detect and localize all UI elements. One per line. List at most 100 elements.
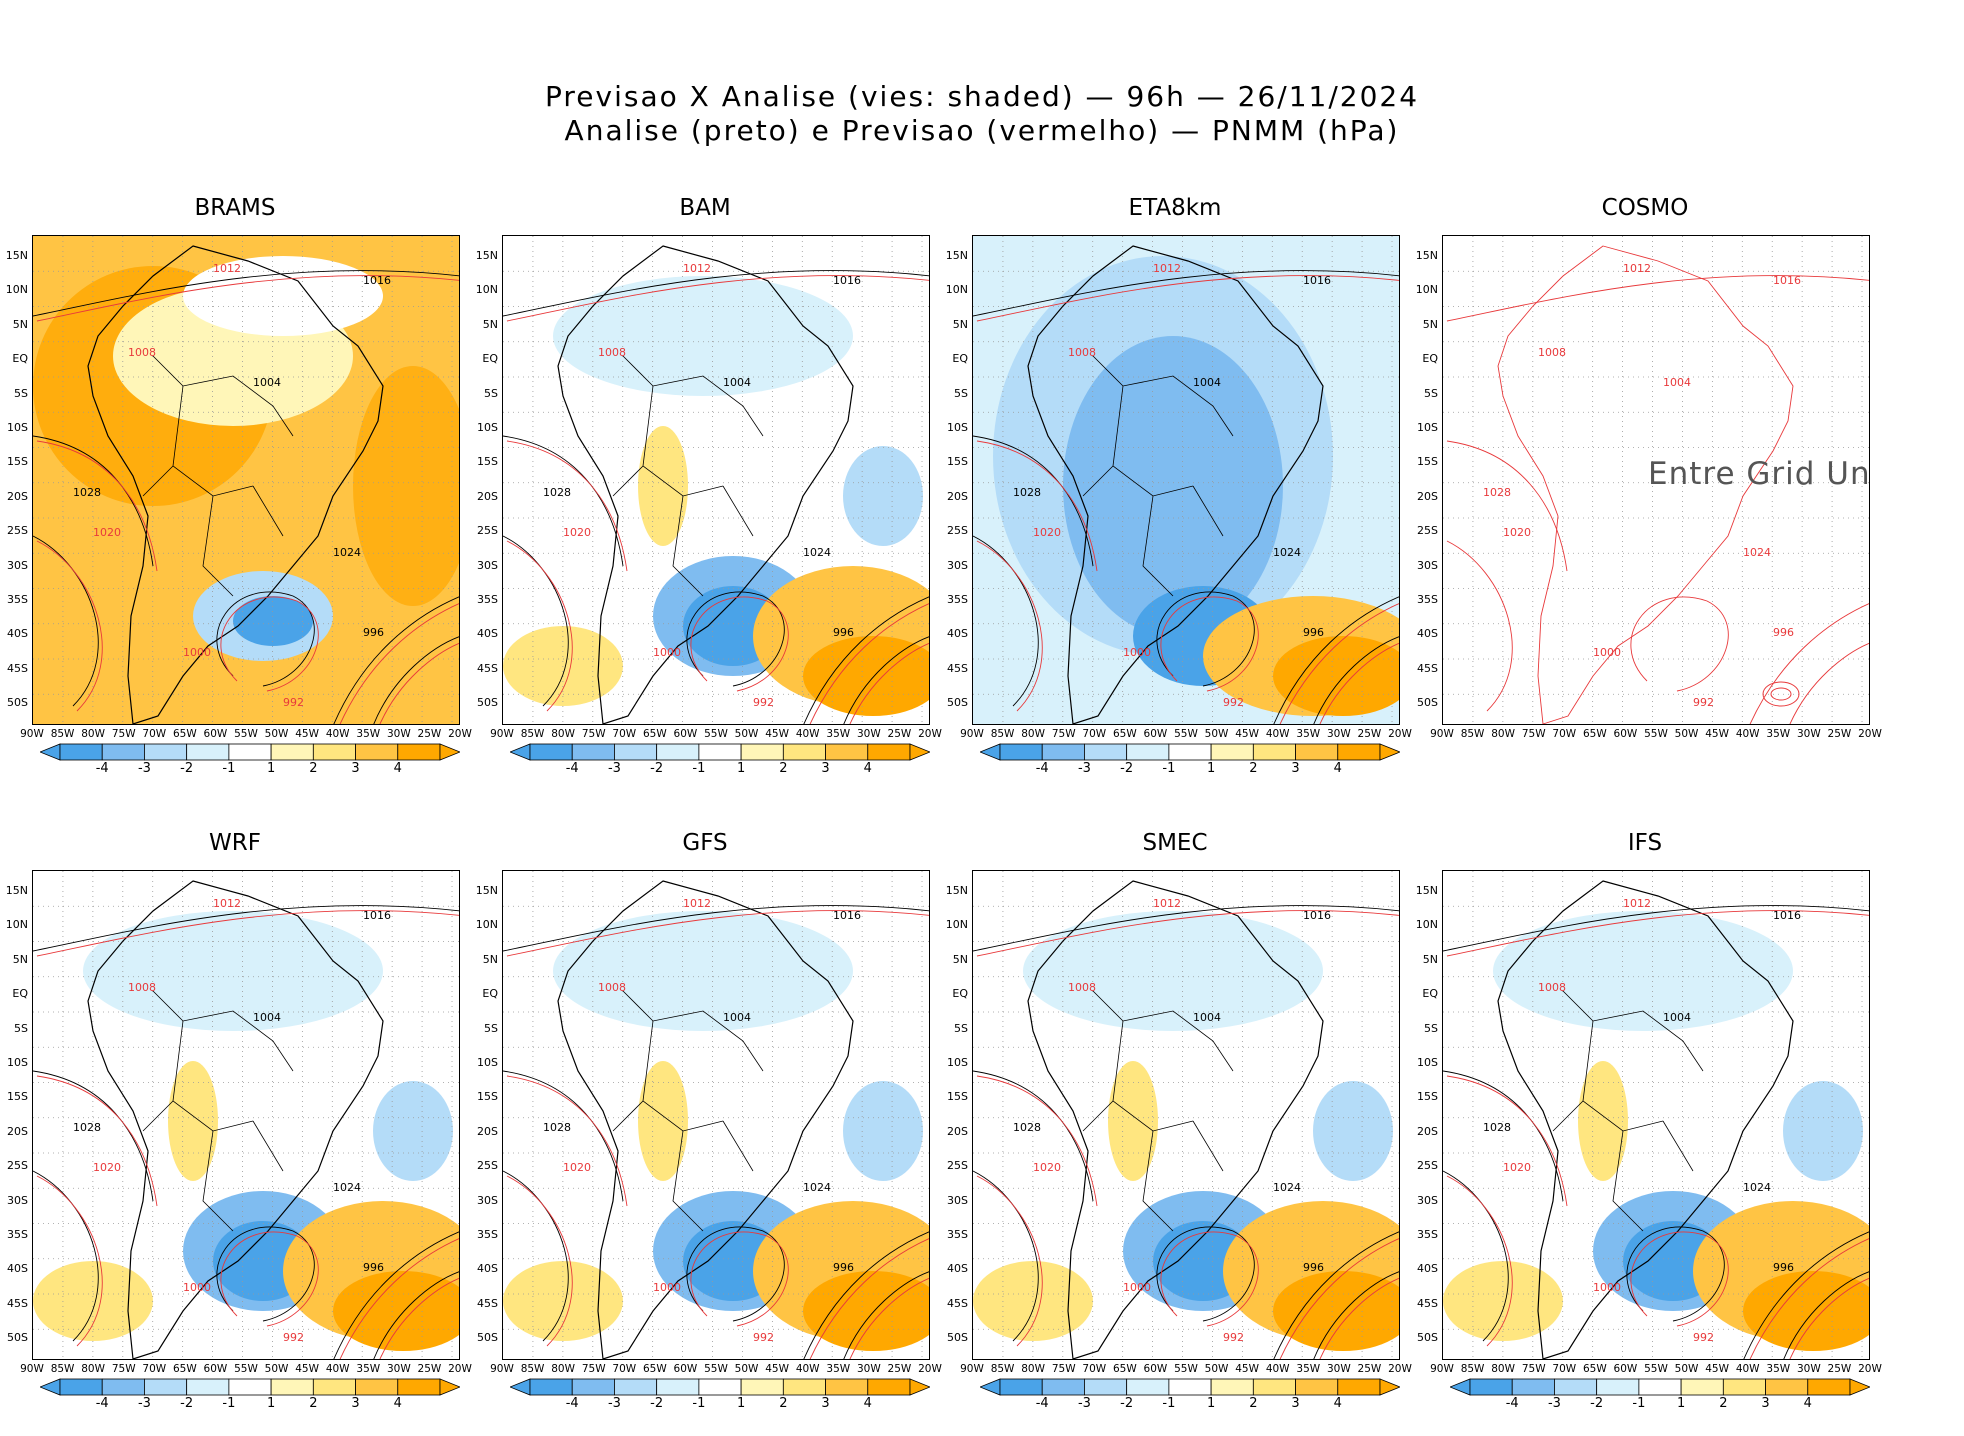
lon-tick-label: 45W	[1705, 1363, 1729, 1375]
pressure-map: 1012 1016 1008 1004 1020 1024 1000 996 992 1028	[503, 871, 929, 1359]
isobar-label: 996	[363, 1261, 384, 1274]
lat-tick-label: 50S	[7, 696, 28, 710]
lat-tick-label: 15S	[477, 455, 498, 469]
isobar-label: 1020	[93, 526, 121, 539]
lon-tick-label: 90W	[490, 1363, 514, 1375]
lon-tick-label: 50W	[734, 728, 759, 740]
colorbar-label: 2	[309, 1396, 318, 1411]
map-frame: 1012 1016 1008 1004 1020 1024 1000 996 992 1028 En…	[1442, 235, 1870, 725]
lon-tick-label: 35W	[1766, 1363, 1791, 1375]
isobar-label: 1012	[683, 262, 711, 275]
colorbar-label: -1	[222, 1396, 236, 1411]
lat-tick-label: 40S	[477, 1262, 498, 1276]
colorbar-swatch	[614, 743, 658, 761]
isobar-label: 1008	[1538, 981, 1566, 994]
lon-tick-label: 20W	[448, 728, 472, 740]
lat-tick-label: 40S	[1417, 1262, 1438, 1276]
lon-tick-label: 85W	[520, 1363, 545, 1375]
colorbar-swatch	[1596, 1378, 1640, 1396]
lat-tick-label: 40S	[477, 627, 498, 641]
lon-tick-label: 55W	[704, 728, 728, 740]
isobar-label: 1028	[73, 1121, 101, 1134]
lon-tick-label: 80W	[1021, 728, 1045, 740]
lat-tick-label: 15N	[5, 884, 28, 897]
colorbar-swatch	[1722, 1378, 1766, 1396]
lon-tick-label: 45W	[765, 1363, 789, 1375]
lon-tick-label: 60W	[203, 1363, 228, 1375]
map-frame: 1012 1016 1008 1004 1020 1024 1000 996 992 1028	[502, 235, 930, 725]
pressure-map: 1012 1016 1008 1004 1020 1024 1000 996 992 1028	[33, 236, 459, 724]
isobar-label: 1016	[363, 909, 391, 922]
lat-tick-label: 5S	[484, 386, 498, 400]
lat-tick-label: 45S	[7, 661, 28, 675]
lat-tick-label: 40S	[947, 627, 968, 641]
colorbar-swatch	[614, 1378, 658, 1396]
colorbar-swatch	[312, 1378, 356, 1396]
lat-tick-label: 10N	[475, 283, 498, 297]
colorbar-swatch	[1168, 1378, 1212, 1396]
lat-tick-label: 50S	[477, 1331, 498, 1345]
lon-tick-label: 85W	[1460, 728, 1485, 740]
panel-title: ETA8km	[1128, 195, 1222, 221]
lon-tick-label: 70W	[142, 1363, 167, 1375]
isobar-label: 1012	[213, 897, 241, 910]
lon-tick-label: 20W	[448, 1363, 472, 1375]
panel-title: GFS	[682, 830, 728, 856]
lon-tick-label: 45W	[765, 728, 789, 740]
colorbar-swatch	[1295, 743, 1339, 761]
isobar-label: 1028	[73, 486, 101, 499]
lat-tick-label: 45S	[1417, 1296, 1438, 1310]
isobar-label: 1028	[1483, 1121, 1511, 1134]
isobar-label: 1012	[683, 897, 711, 910]
lon-tick-label: 55W	[1174, 728, 1198, 740]
lon-tick-label: 45W	[295, 1363, 319, 1375]
colorbar-swatch	[355, 1378, 399, 1396]
lon-tick-label: 50W	[1204, 728, 1229, 740]
lon-tick-label: 60W	[1143, 728, 1168, 740]
lat-tick-label: 15S	[947, 1090, 968, 1104]
colorbar-label: -2	[1120, 1396, 1134, 1411]
panel-title: SMEC	[1142, 830, 1208, 856]
lat-tick-label: 20S	[947, 1124, 968, 1138]
colorbar-swatch	[101, 1378, 145, 1396]
isobar-label: 1000	[653, 1281, 681, 1294]
lat-tick-label: 40S	[7, 627, 28, 641]
lat-tick-label: 35S	[947, 593, 968, 606]
colorbar-swatch	[1554, 1378, 1598, 1396]
isobar-label: 1008	[1068, 346, 1096, 359]
colorbar-label: 4	[1333, 761, 1342, 776]
lat-tick-label: 15S	[1417, 1090, 1438, 1104]
colorbar-swatch	[571, 1378, 615, 1396]
colorbar-swatch	[782, 1378, 826, 1396]
panel-cosmo: COSMO 1012 1016 1008 1004 1020 1024 1000 996 992 1…	[1410, 195, 1882, 770]
colorbar-swatch	[999, 743, 1043, 761]
lat-tick-label: 5S	[954, 386, 968, 400]
lon-tick-label: 80W	[81, 728, 105, 740]
lat-tick-label: 10S	[477, 1056, 498, 1069]
isobar-label: 992	[283, 696, 304, 709]
colorbar-swatch	[656, 743, 700, 761]
lon-tick-label: 40W	[1265, 728, 1290, 740]
colorbar-label: -4	[565, 761, 579, 776]
colorbar: -4 -3 -2 -1 1 2 3 4	[978, 1378, 1402, 1411]
lon-tick-label: 60W	[1143, 1363, 1168, 1375]
colorbar-label: -4	[565, 1396, 579, 1411]
colorbar-swatch	[1126, 1378, 1170, 1396]
lat-tick-label: 15S	[1417, 455, 1438, 469]
lon-tick-label: 70W	[1082, 1363, 1107, 1375]
colorbar-label: 1	[266, 761, 276, 776]
isobar-label: 1012	[1153, 262, 1181, 275]
colorbar-swatch	[59, 1378, 103, 1396]
isobar-label: 1004	[1663, 1011, 1691, 1024]
isobar-label: 996	[1303, 626, 1324, 639]
colorbar-swatch	[228, 1378, 272, 1396]
colorbar-swatch	[1041, 743, 1085, 761]
lat-tick-label: 25S	[7, 524, 28, 538]
colorbar-swatch	[355, 743, 399, 761]
colorbar-swatch	[1168, 743, 1212, 761]
colorbar-label: -3	[607, 761, 621, 776]
lon-tick-label: 30W	[386, 728, 411, 740]
lon-tick-label: 65W	[1582, 728, 1607, 740]
colorbar-label: 1	[266, 1396, 276, 1411]
pressure-map: 1012 1016 1008 1004 1020 1024 1000 996 992 1028	[33, 871, 459, 1359]
